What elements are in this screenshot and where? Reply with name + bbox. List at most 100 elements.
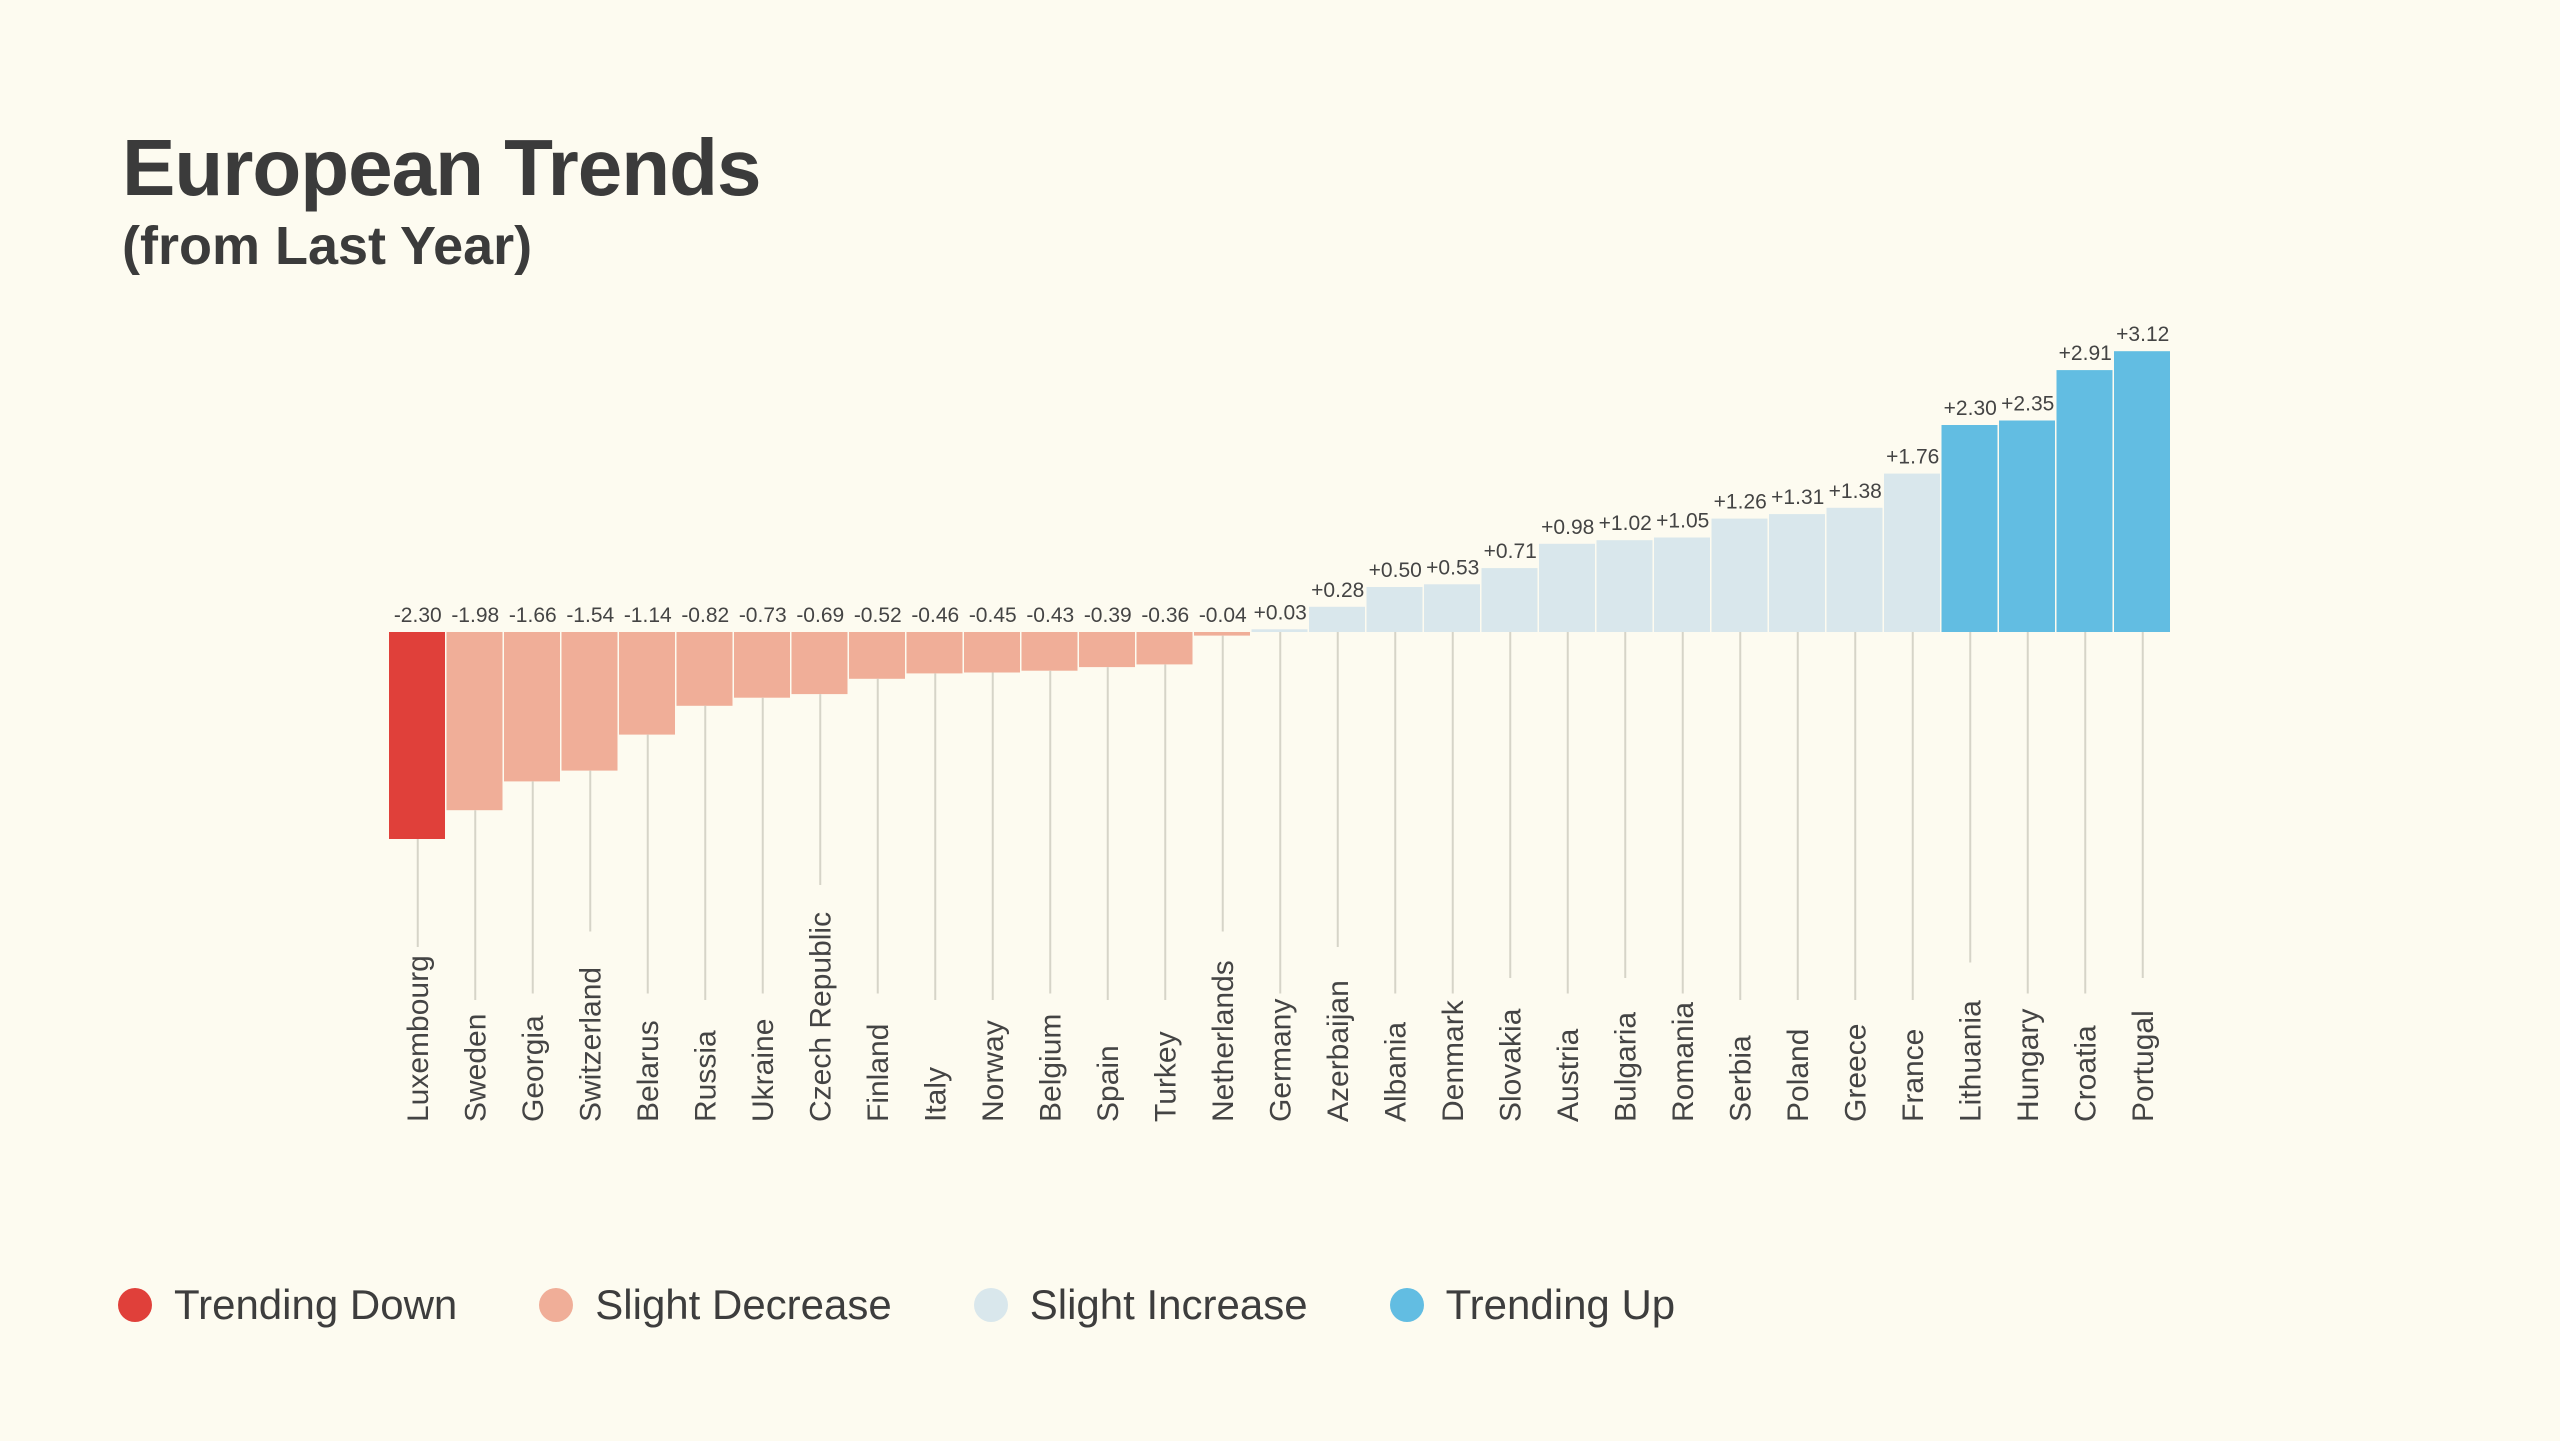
bar — [389, 632, 445, 839]
category-label: Italy — [919, 1067, 952, 1122]
category-label: Portugal — [2127, 1010, 2160, 1122]
value-label: -1.98 — [451, 604, 499, 627]
value-label: +3.12 — [2116, 323, 2169, 346]
bar — [1539, 543, 1595, 632]
category-label: Albania — [1379, 1022, 1412, 1122]
bar — [906, 632, 963, 674]
bar — [1194, 632, 1250, 636]
legend-label: Slight Decrease — [595, 1281, 892, 1328]
bar — [1596, 540, 1653, 632]
bar — [1711, 518, 1768, 632]
value-label: +1.02 — [1599, 512, 1652, 535]
legend-label: Trending Up — [1445, 1281, 1676, 1328]
bar — [619, 632, 675, 735]
category-label: Czech Republic — [804, 912, 837, 1122]
legend-item-trending-down: Trending Down — [118, 1281, 457, 1329]
legend-label: Slight Increase — [1029, 1281, 1308, 1328]
category-label: Turkey — [1149, 1031, 1182, 1122]
category-label: Russia — [689, 1030, 722, 1122]
leader-lines-group — [416, 632, 2144, 1000]
bars-group — [389, 351, 2170, 839]
bar — [1826, 507, 1883, 632]
value-label: +2.91 — [2059, 342, 2112, 365]
category-label: Croatia — [2069, 1025, 2102, 1122]
value-label: +0.71 — [1484, 540, 1537, 563]
category-label: Finland — [862, 1024, 895, 1122]
category-label: Netherlands — [1207, 960, 1240, 1122]
legend: Trending Down Slight Decrease Slight Inc… — [118, 1275, 1757, 1335]
bar — [676, 632, 733, 706]
value-label: -0.36 — [1141, 604, 1189, 627]
value-label: -0.82 — [681, 604, 729, 627]
bar — [1999, 420, 2055, 632]
category-label: Norway — [977, 1020, 1010, 1122]
bar — [1021, 632, 1078, 671]
legend-dot-trending-down-icon — [118, 1288, 152, 1322]
chart-title: European Trends — [122, 123, 761, 212]
category-label: Sweden — [459, 1014, 492, 1122]
bar — [1366, 587, 1423, 632]
value-label: +0.28 — [1311, 579, 1364, 602]
bar — [1654, 537, 1710, 632]
value-label: +1.31 — [1771, 486, 1824, 509]
category-label: Romania — [1667, 1002, 1700, 1122]
category-labels-group: Luxembourg Sweden Georgia Switzerland Belaru… — [402, 912, 2160, 1122]
bar — [1424, 584, 1480, 632]
bar — [1884, 473, 1940, 632]
category-label: Spain — [1092, 1045, 1125, 1122]
value-label: +1.38 — [1829, 480, 1882, 503]
legend-item-slight-increase: Slight Increase — [973, 1281, 1308, 1329]
bar — [1251, 629, 1308, 632]
bar — [1769, 514, 1825, 632]
category-label: Germany — [1264, 999, 1297, 1122]
value-label: -0.04 — [1199, 604, 1247, 627]
category-label: Austria — [1552, 1028, 1585, 1122]
bar — [734, 632, 790, 698]
value-label: +1.05 — [1656, 510, 1709, 533]
bar — [1941, 425, 1998, 632]
legend-item-trending-up: Trending Up — [1389, 1281, 1676, 1329]
bar — [791, 632, 848, 695]
bar — [2114, 351, 2170, 632]
category-label: Ukraine — [747, 1019, 780, 1122]
category-label: Switzerland — [574, 967, 607, 1122]
value-label: +1.26 — [1714, 491, 1767, 514]
category-label: France — [1897, 1029, 1930, 1122]
value-label: -1.14 — [624, 604, 672, 627]
bar — [849, 632, 905, 679]
category-label: Poland — [1782, 1029, 1815, 1122]
category-label: Hungary — [2012, 1009, 2045, 1122]
value-label: +0.98 — [1541, 516, 1594, 539]
category-label: Belgium — [1034, 1014, 1067, 1122]
bar — [1079, 632, 1135, 668]
value-label: +0.53 — [1426, 556, 1479, 579]
value-label: -0.45 — [969, 604, 1017, 627]
chart-subtitle: (from Last Year) — [122, 216, 533, 276]
value-label: +2.30 — [1944, 397, 1997, 420]
value-label: +0.03 — [1254, 601, 1307, 624]
value-label: +2.35 — [2001, 393, 2054, 416]
category-label: Denmark — [1437, 999, 1470, 1122]
category-label: Bulgaria — [1609, 1012, 1642, 1122]
bar — [964, 632, 1020, 673]
value-label: -0.39 — [1084, 604, 1132, 627]
legend-dot-slight-decrease-icon — [539, 1288, 574, 1322]
value-label: -0.52 — [854, 604, 902, 627]
bar — [1309, 606, 1365, 632]
value-label: +0.50 — [1369, 559, 1422, 582]
category-label: Serbia — [1724, 1035, 1757, 1122]
bar — [561, 632, 618, 771]
bar — [1136, 632, 1193, 665]
category-label: Luxembourg — [402, 955, 435, 1122]
category-label: Georgia — [517, 1015, 550, 1122]
bar — [2056, 370, 2113, 632]
category-label: Belarus — [632, 1020, 665, 1122]
legend-label: Trending Down — [174, 1281, 458, 1328]
bar — [1481, 568, 1538, 632]
value-label: -0.43 — [1026, 604, 1074, 627]
bar — [504, 632, 560, 782]
value-label: -1.66 — [509, 604, 557, 627]
value-labels-group: -2.30 -1.98 -1.66 -1.54 -1.14 -0.82 -0.73 -0.69… — [394, 323, 2170, 627]
value-label: -0.73 — [739, 604, 787, 627]
